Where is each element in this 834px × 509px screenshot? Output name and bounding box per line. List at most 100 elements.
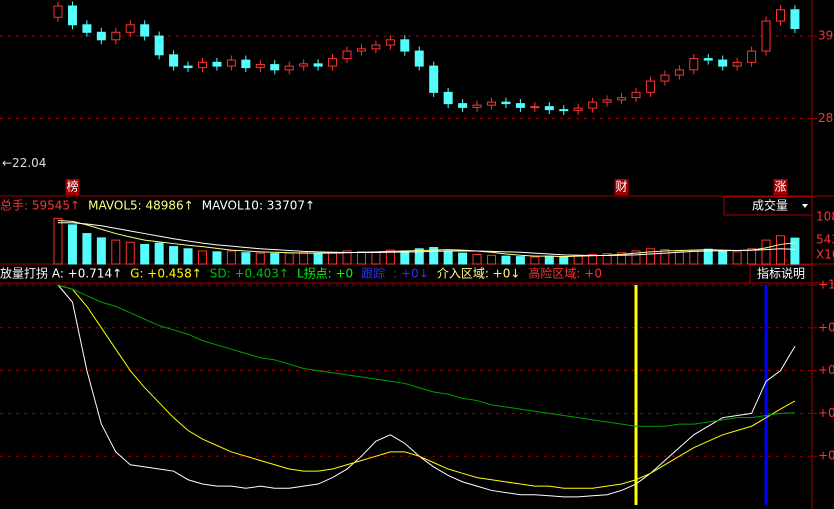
volume-bar bbox=[458, 252, 468, 265]
header-item: 总手: 59545↑ bbox=[0, 199, 80, 213]
candle-body bbox=[284, 65, 294, 71]
header-item: 介入区域: +0↓ bbox=[437, 267, 521, 281]
candle-body bbox=[154, 35, 164, 56]
annotation: 榜 bbox=[66, 179, 78, 194]
volume-bar bbox=[82, 233, 92, 265]
volume-bar bbox=[96, 237, 106, 265]
volume-bar bbox=[140, 243, 150, 265]
annotation: 涨 bbox=[774, 179, 786, 194]
volume-bar bbox=[776, 235, 785, 265]
candle-body bbox=[255, 64, 265, 69]
volume-bar bbox=[226, 250, 236, 265]
candle-body bbox=[645, 80, 655, 93]
volume-bar bbox=[284, 252, 294, 265]
button-box[interactable] bbox=[749, 264, 813, 284]
volume-bar bbox=[631, 250, 641, 265]
candle-body bbox=[674, 69, 684, 76]
header-item: MAVOL10: 33707↑ bbox=[202, 199, 315, 213]
button-label[interactable]: 指标说明 bbox=[757, 266, 805, 281]
volume-bar bbox=[414, 248, 424, 265]
candle-body bbox=[573, 107, 583, 111]
candle-body bbox=[342, 50, 352, 60]
button-box[interactable] bbox=[723, 196, 813, 216]
candle-body bbox=[400, 39, 410, 52]
candle-body bbox=[602, 99, 612, 103]
ma-line bbox=[57, 220, 796, 258]
volume-button[interactable]: 成交量 bbox=[723, 196, 813, 216]
candle-body bbox=[53, 5, 63, 18]
candle-body bbox=[371, 44, 381, 50]
volume-bar bbox=[472, 253, 482, 265]
annotation-box bbox=[65, 179, 80, 195]
candle-body bbox=[544, 106, 554, 111]
volume-bar bbox=[559, 256, 569, 265]
volume-bar bbox=[212, 251, 222, 265]
y-tick-label: +0. bbox=[818, 449, 834, 463]
candle-body bbox=[226, 59, 236, 67]
axis-label: 543 bbox=[816, 233, 834, 247]
volume-bar bbox=[443, 250, 453, 265]
volume-bar bbox=[241, 252, 251, 265]
candle-body bbox=[443, 91, 453, 105]
candle-body bbox=[183, 65, 193, 69]
volume-bar bbox=[53, 217, 63, 265]
candle-body bbox=[660, 74, 670, 82]
volume-bar bbox=[429, 246, 439, 265]
volume-bar bbox=[342, 250, 352, 265]
candle-body bbox=[356, 48, 366, 52]
volume-bar bbox=[371, 251, 381, 265]
button-label[interactable]: 成交量 bbox=[752, 198, 788, 213]
candle-body bbox=[501, 101, 511, 105]
volume-bar bbox=[400, 250, 410, 265]
volume-bar bbox=[660, 249, 670, 265]
indicator-line bbox=[57, 284, 796, 489]
candle-body bbox=[487, 101, 496, 106]
header-item: MAVOL5: 48986↑ bbox=[88, 199, 194, 213]
volume-bar bbox=[689, 249, 699, 265]
candle-body bbox=[515, 103, 525, 108]
annotation-box bbox=[773, 179, 788, 195]
volume-bar bbox=[732, 251, 742, 265]
dropdown-arrow[interactable] bbox=[802, 204, 808, 208]
candle-body bbox=[82, 24, 92, 33]
volume-bar bbox=[617, 252, 627, 265]
y-tick-label: +0. bbox=[818, 363, 834, 377]
candle-body bbox=[313, 63, 323, 67]
candle-body bbox=[111, 31, 121, 41]
candle-body bbox=[299, 63, 309, 67]
volume-bar bbox=[515, 256, 525, 265]
y-tick-label: +0. bbox=[818, 320, 834, 334]
volume-bar bbox=[183, 248, 193, 265]
candle-body bbox=[747, 50, 757, 63]
header-item: G: +0.458↑ bbox=[130, 267, 202, 281]
volume-bar bbox=[530, 256, 540, 265]
candle-body bbox=[776, 9, 785, 22]
volume-bar bbox=[544, 255, 554, 265]
volume-bar bbox=[328, 251, 338, 265]
header-item: : +0↓ bbox=[393, 267, 429, 281]
candle-body bbox=[530, 106, 540, 109]
volume-bar bbox=[313, 253, 323, 265]
candle-body bbox=[703, 58, 713, 61]
candle-body bbox=[96, 31, 106, 41]
candle-body bbox=[588, 101, 598, 109]
volume-bar bbox=[111, 239, 121, 265]
axis-label: 108 bbox=[816, 210, 834, 224]
candle-body bbox=[169, 54, 179, 67]
volume-bar bbox=[761, 239, 771, 265]
candle-body bbox=[241, 59, 251, 69]
annotation-box bbox=[614, 179, 629, 195]
candle-body bbox=[125, 24, 135, 33]
header-item: SD: +0.403↑ bbox=[210, 267, 289, 281]
volume-bar bbox=[645, 248, 655, 265]
volume-bar bbox=[299, 252, 309, 265]
indicator-line bbox=[57, 284, 796, 498]
candle-body bbox=[212, 61, 222, 67]
volume-bar bbox=[356, 251, 366, 265]
header-item: L拐点: +0 bbox=[297, 266, 353, 281]
y-tick-label: 39. bbox=[818, 29, 834, 43]
candle-body bbox=[385, 39, 395, 46]
indicator-button[interactable]: 指标说明 bbox=[749, 264, 813, 284]
volume-bar bbox=[198, 250, 207, 265]
volume-bar bbox=[718, 250, 728, 265]
